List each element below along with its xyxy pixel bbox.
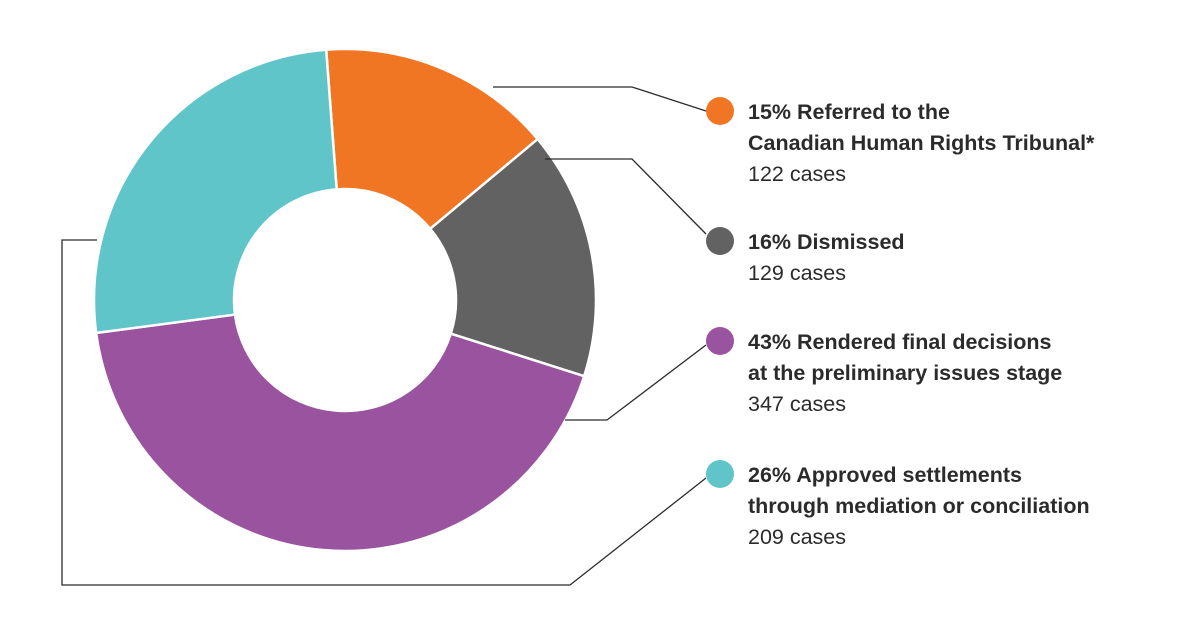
leader-line-dismissed xyxy=(545,158,707,235)
legend-cases: 209 cases xyxy=(748,525,847,549)
donut-slices xyxy=(92,47,598,553)
legend-label: 26% Approved settlements xyxy=(748,463,1023,487)
leader-line-referred xyxy=(493,86,707,112)
legend-swatch xyxy=(706,227,734,255)
leader-line-settlements xyxy=(61,239,707,586)
legend-label-line2: at the preliminary issues stage xyxy=(748,361,1063,385)
legend-cases: 122 cases xyxy=(748,162,847,186)
legend-swatch xyxy=(706,460,734,488)
donut-slice-final-decisions xyxy=(94,313,586,553)
legend-label: 16% Dismissed xyxy=(748,230,905,254)
donut-slice-referred xyxy=(324,47,540,231)
leader-line-final-decisions xyxy=(565,344,707,421)
legend-label: 43% Rendered final decisions xyxy=(748,330,1052,354)
legend-cases: 129 cases xyxy=(748,261,847,285)
legend-label-line2: through mediation or conciliation xyxy=(748,494,1090,518)
legend-cases: 347 cases xyxy=(748,392,847,416)
legend-swatch xyxy=(706,327,734,355)
donut-slice-settlements xyxy=(92,48,339,335)
donut-slice-dismissed xyxy=(428,137,598,378)
legend-swatch xyxy=(706,97,734,125)
leader-lines xyxy=(61,86,707,586)
legend-label-line2: Canadian Human Rights Tribunal* xyxy=(748,131,1095,155)
legend-label: 15% Referred to the xyxy=(748,100,950,124)
